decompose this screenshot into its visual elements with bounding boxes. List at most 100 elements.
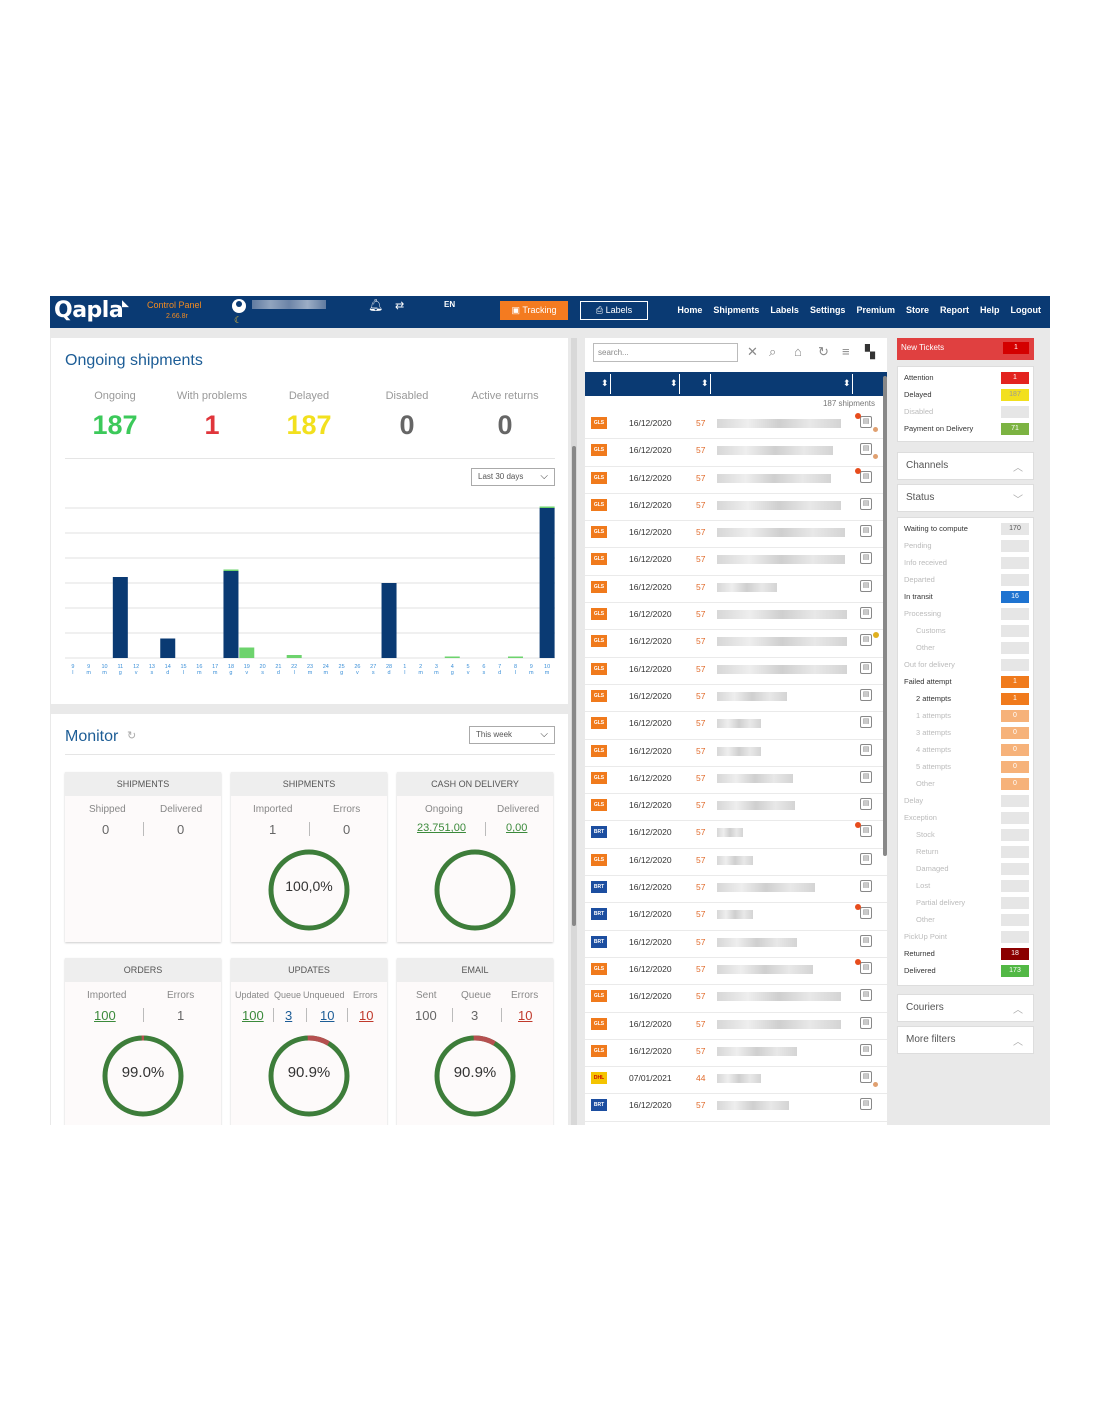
qapla-logo[interactable]: Qapla — [54, 298, 124, 323]
label-icon[interactable]: ▤ — [860, 961, 872, 974]
alert-item[interactable]: Disabled 0 — [898, 404, 1033, 421]
table-row[interactable]: GLS 16/12/2020 57 ▤ — [585, 1013, 887, 1040]
status-item[interactable]: Returned 18 — [898, 946, 1033, 963]
reload-icon[interactable]: ↻ — [818, 344, 829, 359]
table-row[interactable]: GLS 16/12/2020 57 ▤ — [585, 685, 887, 713]
cod-delivered-value[interactable]: 0,00 — [506, 822, 528, 834]
new-tickets-header[interactable]: New Tickets 1 — [897, 338, 1034, 360]
label-icon[interactable]: ▤ — [860, 743, 872, 756]
update-errors-value[interactable]: 10 — [359, 1008, 374, 1023]
nav-logout[interactable]: Logout — [1010, 305, 1042, 315]
nav-premium[interactable]: Premium — [856, 305, 895, 315]
label-icon[interactable]: ▤ — [860, 688, 872, 701]
label-icon[interactable]: ▤ — [860, 552, 872, 565]
status-item[interactable]: Other 0 — [898, 776, 1033, 793]
label-icon[interactable]: ▤ — [860, 661, 872, 674]
table-row[interactable]: BRT 16/12/2020 57 ▤ — [585, 821, 887, 849]
status-item[interactable]: Other 0 — [898, 912, 1033, 929]
table-row[interactable]: GLS 16/12/2020 57 ▤ — [585, 439, 887, 467]
alert-item[interactable]: Attention 1 — [898, 370, 1033, 387]
status-item[interactable]: Out for delivery 0 — [898, 657, 1033, 674]
nav-shipments[interactable]: Shipments — [713, 305, 760, 315]
label-icon[interactable]: ▤ — [860, 1071, 872, 1084]
table-row[interactable]: GLS 16/12/2020 57 ▤ — [585, 658, 887, 685]
table-row[interactable]: GLS 16/12/2020 57 ▤ — [585, 548, 887, 576]
table-row[interactable]: DHL 07/01/2021 44 ▤ — [585, 1067, 887, 1095]
status-item[interactable]: Partial delivery 0 — [898, 895, 1033, 912]
sort-icon[interactable]: ⬍ — [601, 378, 609, 388]
unqueued-value[interactable]: 10 — [320, 1008, 335, 1023]
list-scrollbar-thumb[interactable] — [883, 376, 887, 856]
table-row[interactable]: GLS 16/12/2020 57 ▤ — [585, 630, 887, 658]
label-icon[interactable]: ▤ — [860, 770, 872, 783]
table-row[interactable]: GLS 16/12/2020 57 ▤ — [585, 1040, 887, 1068]
status-section[interactable]: Status ﹀ — [897, 484, 1034, 512]
table-row[interactable]: GLS 16/12/2020 57 ▤ — [585, 767, 887, 795]
chart-bar[interactable] — [160, 638, 176, 659]
language-selector[interactable]: EN — [444, 300, 456, 309]
sort-icon[interactable]: ⬍ — [843, 378, 851, 388]
table-row[interactable]: GLS 16/12/2020 57 ▤ — [585, 958, 887, 986]
label-icon[interactable]: ▤ — [860, 470, 872, 483]
status-item[interactable]: 1 attempts 0 — [898, 708, 1033, 725]
label-icon[interactable]: ▤ — [860, 1016, 872, 1029]
label-icon[interactable]: ▤ — [860, 716, 872, 729]
nav-home[interactable]: Home — [677, 305, 703, 315]
status-item[interactable]: Lost 0 — [898, 878, 1033, 895]
table-row[interactable]: GLS 16/12/2020 57 ▤ — [585, 794, 887, 822]
chart-bar[interactable] — [539, 508, 555, 658]
label-icon[interactable]: ▤ — [860, 607, 872, 620]
nav-help[interactable]: Help — [979, 305, 1000, 315]
label-icon[interactable]: ▤ — [860, 1043, 872, 1056]
labels-button[interactable]: ⎙ Labels — [580, 301, 648, 320]
table-row[interactable]: BRT 16/12/2020 57 ▤ — [585, 1094, 887, 1122]
status-item[interactable]: Waiting to compute 170 — [898, 521, 1033, 538]
status-item[interactable]: Processing 0 — [898, 606, 1033, 623]
chart-bar[interactable] — [444, 656, 460, 659]
grid-view-icon[interactable]: ▚ — [865, 344, 875, 359]
status-item[interactable]: Return 0 — [898, 844, 1033, 861]
channels-section[interactable]: Channels ︿ — [897, 452, 1034, 480]
nav-report[interactable]: Report — [939, 305, 969, 315]
nav-settings[interactable]: Settings — [809, 305, 846, 315]
stat-value-returns[interactable]: 0 — [497, 410, 513, 440]
cod-ongoing-value[interactable]: 23.751,00 — [417, 822, 466, 834]
label-icon[interactable]: ▤ — [860, 934, 872, 947]
status-item[interactable]: Other 0 — [898, 640, 1033, 657]
home-icon[interactable]: ⌂ — [794, 344, 802, 359]
status-item[interactable]: Pending 0 — [898, 538, 1033, 555]
left-scrollbar-thumb[interactable] — [572, 446, 576, 926]
list-view-icon[interactable]: ≡ — [842, 344, 850, 359]
updated-value[interactable]: 100 — [242, 1008, 264, 1023]
table-row[interactable]: BRT 16/12/2020 57 ▤ — [585, 931, 887, 958]
alert-item[interactable]: Delayed 187 — [898, 387, 1033, 404]
label-icon[interactable]: ▤ — [860, 443, 872, 456]
queue-value[interactable]: 3 — [285, 1008, 293, 1023]
swap-icon[interactable]: ⇄ — [395, 300, 405, 312]
sort-icon[interactable]: ⬍ — [670, 378, 678, 388]
status-item[interactable]: 5 attempts 0 — [898, 759, 1033, 776]
status-item[interactable]: Info received 0 — [898, 555, 1033, 572]
chart-bar[interactable] — [239, 647, 255, 659]
table-row[interactable]: BRT 16/12/2020 57 ▤ — [585, 903, 887, 931]
email-errors-value[interactable]: 10 — [518, 1008, 533, 1023]
search-input[interactable]: search... — [593, 343, 738, 362]
table-row[interactable]: GLS 16/12/2020 57 ▤ — [585, 494, 887, 522]
status-item[interactable]: Delivered 173 — [898, 963, 1033, 980]
table-row[interactable]: BRT 16/12/2020 57 ▤ — [585, 876, 887, 904]
monitor-period-dropdown[interactable]: This week ⌵ — [469, 726, 555, 744]
status-item[interactable]: Departed 0 — [898, 572, 1033, 589]
sort-icon[interactable]: ⬍ — [701, 378, 709, 388]
table-row[interactable]: GLS 16/12/2020 57 ▤ — [585, 849, 887, 877]
status-item[interactable]: PickUp Point 0 — [898, 929, 1033, 946]
label-icon[interactable]: ▤ — [860, 634, 872, 647]
status-item[interactable]: Customs 0 — [898, 623, 1033, 640]
refresh-icon[interactable]: ↻ — [127, 730, 137, 742]
status-item[interactable]: Damaged 0 — [898, 861, 1033, 878]
status-item[interactable]: 2 attempts 1 — [898, 691, 1033, 708]
table-row[interactable]: GLS 16/12/2020 57 ▤ — [585, 576, 887, 604]
table-row[interactable]: GLS 16/12/2020 57 ▤ — [585, 985, 887, 1013]
label-icon[interactable]: ▤ — [860, 416, 872, 428]
label-icon[interactable]: ▤ — [860, 989, 872, 1002]
stat-value-problems[interactable]: 1 — [204, 410, 220, 440]
